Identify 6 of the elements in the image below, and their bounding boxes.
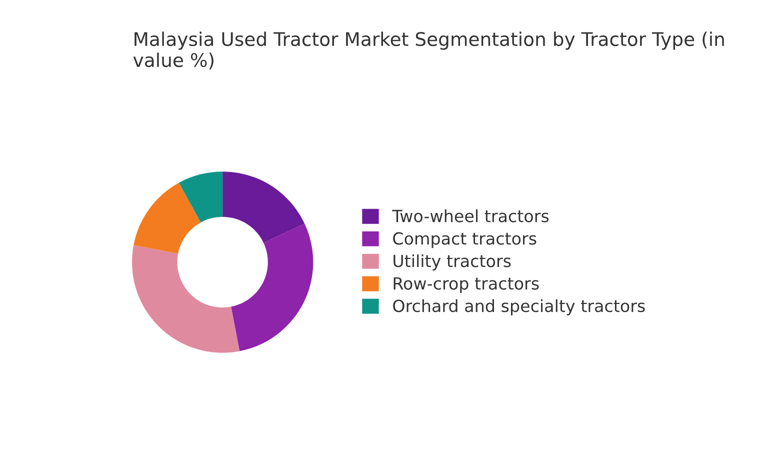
legend-label: Row-crop tractors bbox=[394, 277, 539, 293]
chart-title: Malaysia Used Tractor Market Segmentation by Tractor Type (in value %) bbox=[133, 32, 724, 70]
legend-label: Compact tractors bbox=[393, 232, 536, 248]
legend-label: Two-wheel tractors bbox=[392, 209, 549, 222]
legend-label: Utility tractors bbox=[394, 254, 511, 270]
legend-label: Orchard and specialty tractors bbox=[393, 299, 645, 316]
